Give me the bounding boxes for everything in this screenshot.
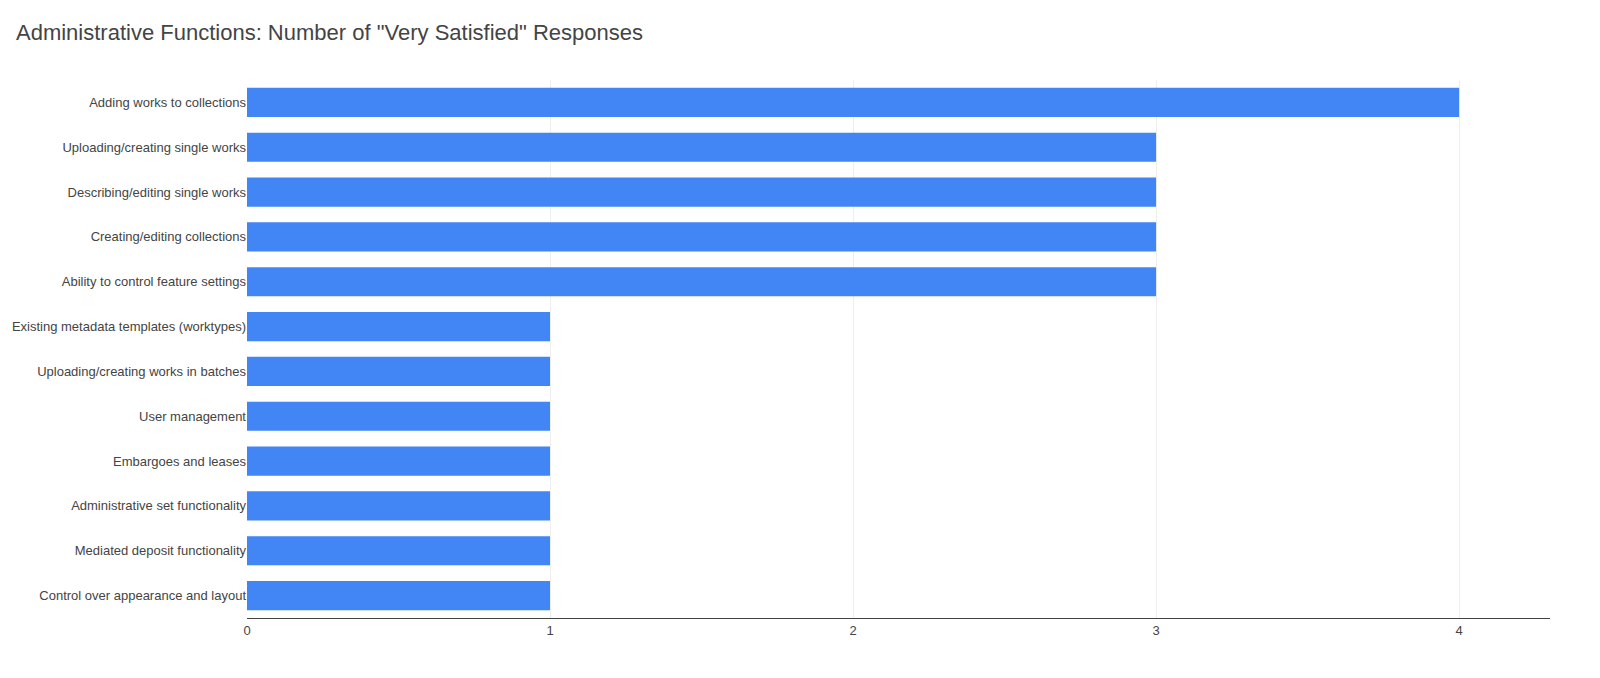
- svg-text:Embargoes and leases: Embargoes and leases: [113, 454, 246, 469]
- svg-text:Describing/editing single work: Describing/editing single works: [68, 185, 247, 200]
- svg-text:Adding works to collections: Adding works to collections: [89, 95, 246, 110]
- svg-text:Uploading/creating single work: Uploading/creating single works: [62, 140, 246, 155]
- svg-text:Administrative set functionali: Administrative set functionality: [71, 498, 246, 513]
- svg-text:Administrative Functions: Numb: Administrative Functions: Number of "Ver…: [16, 20, 643, 45]
- svg-text:User management: User management: [139, 409, 246, 424]
- svg-text:Creating/editing collections: Creating/editing collections: [91, 229, 247, 244]
- svg-text:0: 0: [243, 623, 250, 638]
- svg-text:1: 1: [546, 623, 553, 638]
- svg-text:Uploading/creating works in ba: Uploading/creating works in batches: [37, 364, 246, 379]
- svg-text:3: 3: [1152, 623, 1159, 638]
- svg-text:2: 2: [849, 623, 856, 638]
- svg-text:Ability to control feature set: Ability to control feature settings: [62, 274, 247, 289]
- svg-text:Existing metadata templates (w: Existing metadata templates (worktypes): [12, 319, 246, 334]
- svg-text:Control over appearance and la: Control over appearance and layout: [39, 588, 246, 603]
- svg-text:4: 4: [1455, 623, 1462, 638]
- svg-text:Mediated deposit functionality: Mediated deposit functionality: [75, 543, 247, 558]
